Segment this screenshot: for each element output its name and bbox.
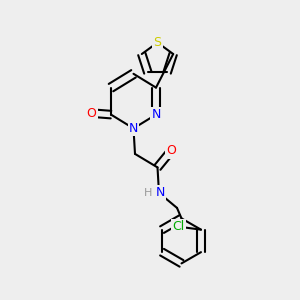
Text: N: N: [151, 108, 161, 121]
Text: O: O: [87, 106, 96, 120]
Text: N: N: [129, 122, 138, 135]
Text: O: O: [166, 144, 176, 158]
Text: H: H: [143, 188, 152, 198]
Text: N: N: [156, 186, 165, 200]
Text: S: S: [154, 36, 161, 49]
Text: Cl: Cl: [172, 220, 184, 233]
